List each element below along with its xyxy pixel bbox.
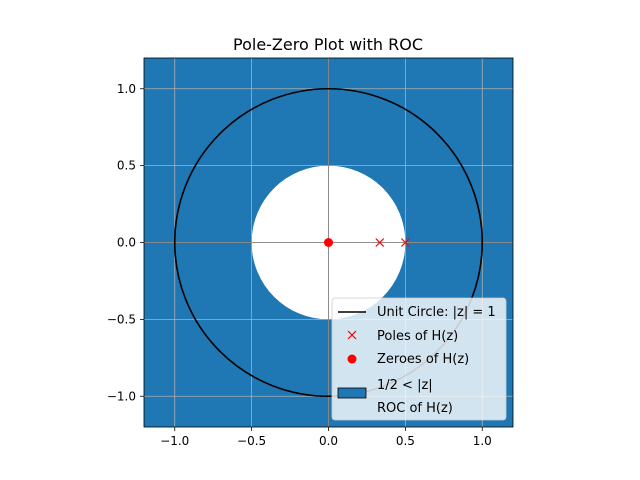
x-tick-label: −0.5 bbox=[237, 434, 266, 448]
legend-label-unit-circle: Unit Circle: |z| = 1 bbox=[377, 305, 496, 320]
unit-circle bbox=[173, 87, 484, 398]
legend-label-poles: Poles of H(z) bbox=[377, 329, 458, 344]
zeroes-group bbox=[324, 238, 333, 247]
legend-label-roc: ROC of H(z) bbox=[377, 401, 453, 416]
x-tick-label: −1.0 bbox=[160, 434, 189, 448]
y-tick-label: −0.5 bbox=[107, 312, 136, 326]
legend-label-roc-condition: 1/2 < |z| bbox=[377, 378, 433, 393]
y-tick-label: −1.0 bbox=[107, 389, 136, 403]
y-tick-label: 1.0 bbox=[117, 82, 136, 96]
pole-marker bbox=[375, 238, 385, 247]
x-tick-label: 0.5 bbox=[396, 434, 415, 448]
poles-group bbox=[375, 238, 410, 247]
legend-roc-icon bbox=[337, 387, 367, 399]
legend-label-zeroes: Zeroes of H(z) bbox=[377, 352, 469, 367]
legend-box bbox=[331, 297, 507, 421]
y-tick-label: 0.0 bbox=[117, 236, 136, 250]
legend-zero-icon bbox=[347, 354, 357, 364]
y-tick-label: 0.5 bbox=[117, 159, 136, 173]
x-tick-label: 0.0 bbox=[319, 434, 338, 448]
legend: Unit Circle: |z| = 1 Poles of H(z) Zeroe… bbox=[331, 297, 507, 421]
zero-marker bbox=[324, 238, 333, 247]
pole-marker bbox=[400, 238, 410, 247]
axis-ticks: −1.0 −0.5 0.0 0.5 1.0 1.0 0.5 0.0 −0.5 −1.0 bbox=[107, 82, 492, 448]
x-tick-label: 1.0 bbox=[473, 434, 492, 448]
legend-pole-icon bbox=[347, 330, 357, 340]
chart-title: Pole-Zero Plot with ROC bbox=[233, 35, 423, 54]
